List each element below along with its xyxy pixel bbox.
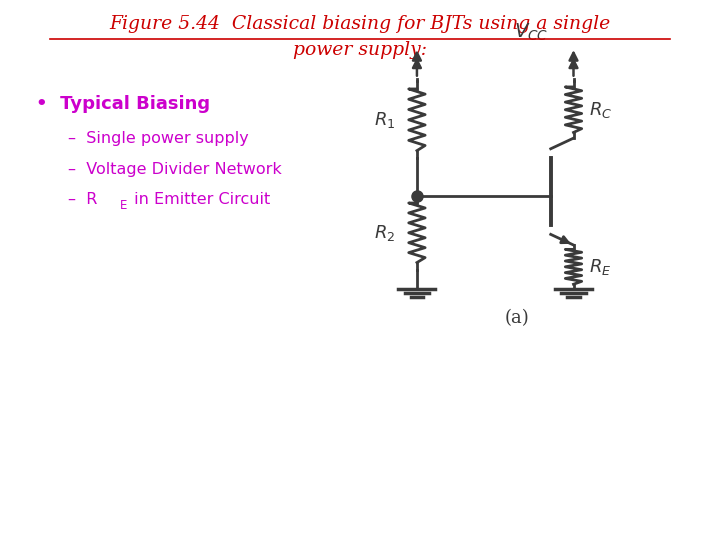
Text: •  Typical Biasing: • Typical Biasing [36, 94, 210, 112]
Text: $R_1$: $R_1$ [374, 110, 395, 130]
Text: –  Voltage Divider Network: – Voltage Divider Network [68, 161, 282, 177]
Text: in Emitter Circuit: in Emitter Circuit [129, 192, 270, 207]
Text: $R_C$: $R_C$ [589, 100, 613, 120]
Text: E: E [120, 199, 127, 212]
Text: $R_2$: $R_2$ [374, 223, 395, 243]
Text: power supply:: power supply: [293, 42, 427, 59]
Text: –  R: – R [68, 192, 98, 207]
Text: $V_{CC}$: $V_{CC}$ [513, 22, 548, 43]
Text: –  Single power supply: – Single power supply [68, 131, 249, 146]
Text: (a): (a) [504, 309, 529, 327]
Text: $R_E$: $R_E$ [589, 257, 611, 277]
Text: Figure 5.44  Classical biasing for BJTs using a single: Figure 5.44 Classical biasing for BJTs u… [109, 15, 611, 33]
